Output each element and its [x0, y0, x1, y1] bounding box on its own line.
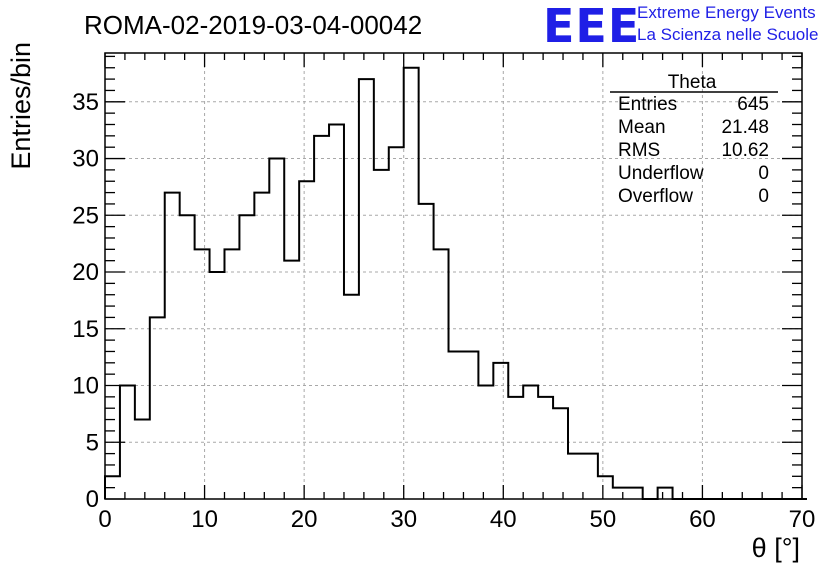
stats-row: Underflow 0 [618, 163, 769, 184]
stats-row: RMS 10.62 [618, 140, 769, 161]
y-tick-labels: 0 5 10 15 20 25 30 35 [72, 89, 99, 513]
eee-logo-text: EEE [543, 0, 640, 53]
y-tick-label: 35 [72, 89, 99, 116]
y-tick-label: 5 [86, 429, 99, 456]
stats-label: Entries [618, 94, 677, 115]
y-tick-label: 30 [72, 146, 99, 173]
stats-value: 0 [758, 163, 769, 184]
grid-lines [105, 53, 802, 499]
stats-row: Mean 21.48 [618, 117, 769, 138]
y-tick-label: 0 [86, 486, 99, 513]
stats-row: Entries 645 [618, 94, 769, 115]
stats-value: 645 [737, 94, 769, 115]
logo-subtitle-line2: La Scienza nelle Scuole [637, 25, 818, 44]
x-axis-title: θ [°] [752, 533, 800, 563]
x-tick-label: 20 [291, 506, 318, 533]
x-tick-label: 50 [590, 506, 617, 533]
eee-logo: EEE Extreme Energy Events La Scienza nel… [543, 0, 818, 53]
y-tick-label: 20 [72, 259, 99, 286]
plot-frame [104, 52, 803, 500]
x-tick-labels: 0 10 20 30 40 50 60 70 [98, 506, 815, 533]
stats-label: Mean [618, 117, 666, 138]
stats-value: 10.62 [721, 140, 769, 161]
x-tick-label: 0 [98, 506, 111, 533]
x-tick-label: 30 [390, 506, 417, 533]
x-tick-label: 40 [490, 506, 517, 533]
y-tick-label: 15 [72, 316, 99, 343]
stats-box: Theta Entries 645 Mean 21.48 RMS 10.62 U… [610, 72, 778, 207]
histogram-line [104, 66, 807, 500]
stats-label: Underflow [618, 163, 704, 184]
logo-subtitle-line1: Extreme Energy Events [637, 3, 816, 22]
stats-title: Theta [668, 72, 717, 93]
y-tick-label: 10 [72, 373, 99, 400]
y-tick-label: 25 [72, 202, 99, 229]
stats-label: Overflow [618, 186, 693, 207]
chart-title: ROMA-02-2019-03-04-00042 [84, 10, 422, 40]
x-tick-label: 70 [789, 506, 816, 533]
stats-value: 21.48 [721, 117, 769, 138]
stats-row: Overflow 0 [618, 186, 769, 207]
x-tick-label: 10 [191, 506, 218, 533]
axis-ticks [104, 53, 803, 500]
y-axis-title: Entries/bin [6, 42, 36, 170]
x-tick-label: 60 [689, 506, 716, 533]
stats-value: 0 [758, 186, 769, 207]
stats-label: RMS [618, 140, 660, 161]
